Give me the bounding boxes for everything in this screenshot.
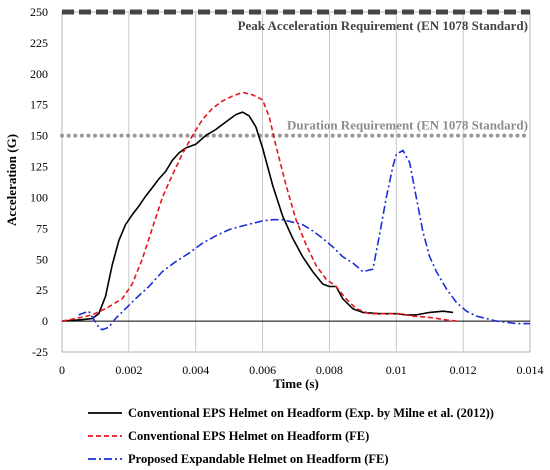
peak-requirement-label: Peak Acceleration Requirement (EN 1078 S… [238, 18, 528, 33]
x-tick-label: 0 [59, 363, 65, 377]
legend-label-2: Conventional EPS Helmet on Headform (FE) [128, 429, 369, 443]
reference-lines: Peak Acceleration Requirement (EN 1078 S… [60, 9, 532, 138]
x-tick-label: 0.012 [450, 363, 477, 377]
y-tick-label: 125 [30, 160, 48, 174]
x-tick-labels: 0 0.002 0.004 0.006 0.008 0.01 0.012 0.014 [59, 363, 544, 377]
y-tick-label: -25 [32, 345, 48, 359]
y-tick-label: 200 [30, 67, 48, 81]
x-tick-label: 0.014 [517, 363, 544, 377]
y-tick-label: 225 [30, 36, 48, 50]
x-tick-label: 0.002 [115, 363, 142, 377]
y-tick-label: 100 [30, 190, 48, 204]
series-line-2 [62, 91, 457, 322]
y-tick-label: 50 [36, 252, 48, 266]
y-tick-label: 175 [30, 98, 48, 112]
legend-label-1: Conventional EPS Helmet on Headform (Exp… [128, 406, 494, 420]
y-tick-label: 250 [30, 5, 48, 19]
x-tick-label: 0.004 [182, 363, 209, 377]
y-tick-label: 150 [30, 129, 48, 143]
y-tick-label: 25 [36, 283, 48, 297]
duration-requirement-label: Duration Requirement (EN 1078 Standard) [287, 118, 528, 133]
legend: Conventional EPS Helmet on Headform (Exp… [88, 406, 494, 466]
legend-label-3: Proposed Expandable Helmet on Headform (… [128, 452, 389, 466]
x-axis-title: Time (s) [273, 376, 319, 391]
x-tick-label: 0.006 [249, 363, 276, 377]
y-tick-labels: -25 0 25 50 75 100 125 150 175 200 225 250 [30, 5, 48, 359]
series-group [62, 91, 530, 331]
series-line-1 [62, 111, 454, 322]
y-tick-label: 0 [42, 314, 48, 328]
y-axis-title: Acceleration (G) [4, 134, 19, 226]
x-tick-label: 0.008 [316, 363, 343, 377]
grid [128, 12, 464, 352]
y-tick-label: 75 [36, 221, 48, 235]
x-tick-label: 0.01 [386, 363, 407, 377]
